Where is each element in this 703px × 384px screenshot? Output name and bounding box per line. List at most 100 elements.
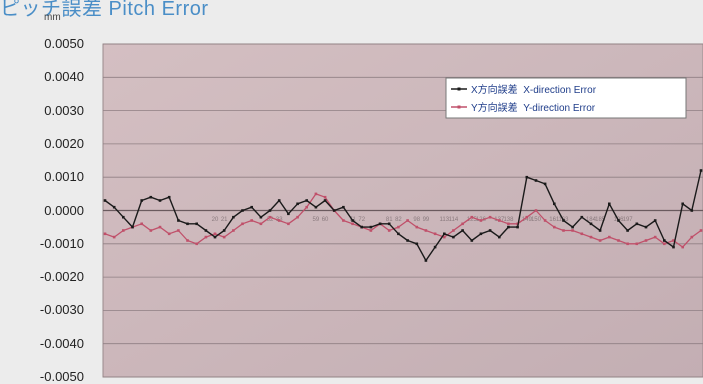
data-point [598, 229, 602, 232]
data-point [415, 225, 419, 229]
data-point [122, 229, 125, 232]
data-point [177, 219, 180, 222]
data-point [452, 229, 455, 232]
grid-lines [103, 43, 703, 378]
data-point [488, 229, 492, 232]
data-point [644, 239, 648, 242]
data-point [507, 225, 510, 229]
data-point [443, 232, 446, 236]
data-point [653, 235, 657, 239]
legend-label-x: X方向誤差 X-direction Error [471, 83, 597, 96]
data-point [213, 235, 217, 239]
data-point [158, 199, 162, 202]
data-point [415, 242, 419, 246]
point-annotation: 185 [595, 217, 606, 223]
data-point [644, 225, 648, 229]
data-point [268, 215, 272, 219]
y-tick-label: 0.0030 [44, 102, 84, 118]
data-point [424, 229, 428, 232]
data-point [681, 245, 684, 249]
data-point [287, 222, 290, 226]
point-annotation: 82 [395, 217, 402, 223]
data-point [470, 215, 474, 219]
data-point [360, 225, 363, 229]
data-point [571, 229, 574, 232]
data-point [443, 235, 446, 239]
data-point [598, 239, 602, 242]
data-point [232, 229, 235, 232]
data-point [672, 239, 675, 242]
data-point [397, 225, 400, 229]
data-point [250, 205, 253, 209]
data-point [332, 209, 336, 212]
data-point [626, 242, 629, 246]
data-point [406, 239, 409, 242]
data-point [323, 195, 327, 199]
y-tick-label: 0.0040 [44, 69, 84, 85]
point-annotation: 20 [212, 217, 219, 223]
data-point [387, 229, 391, 232]
point-annotation: 99 [423, 217, 430, 223]
data-point [534, 179, 538, 182]
data-point [204, 235, 208, 239]
data-point [562, 229, 565, 232]
data-point [259, 222, 263, 226]
y-tick-label: -0.0040 [39, 335, 84, 351]
data-point [342, 219, 345, 222]
data-point [488, 215, 492, 219]
chart-title: ピッチ誤差 Pitch Error [0, 0, 209, 20]
data-point [259, 215, 263, 219]
data-point [553, 225, 556, 229]
data-point [626, 229, 629, 232]
y-tick-label: -0.0010 [39, 235, 84, 251]
data-point [543, 182, 547, 186]
point-annotation: 138 [503, 217, 514, 223]
data-point [250, 219, 253, 222]
data-point [397, 232, 400, 236]
point-annotation: 125 [467, 217, 478, 223]
data-point [406, 219, 409, 222]
data-point [534, 209, 538, 212]
data-point [470, 239, 474, 242]
data-point [342, 205, 345, 209]
y-tick-label: 0.0020 [44, 135, 84, 151]
data-point [589, 235, 593, 239]
data-point [681, 202, 684, 206]
data-point [479, 232, 483, 236]
data-point [608, 235, 611, 239]
data-point [241, 209, 244, 212]
data-point [241, 222, 244, 226]
data-point [479, 219, 483, 222]
data-point [452, 235, 455, 239]
data-point [158, 225, 162, 229]
data-point [287, 212, 290, 216]
y-tick-label: -0.0030 [39, 302, 84, 318]
series-line-x [104, 170, 702, 262]
data-point [635, 242, 639, 246]
data-point [195, 222, 198, 226]
data-point [516, 225, 519, 229]
data-point [580, 232, 584, 236]
point-annotation: 197 [623, 217, 634, 223]
point-annotation: 72 [358, 217, 365, 223]
data-point [562, 219, 565, 222]
point-annotation: 150 [531, 217, 542, 223]
legend: X方向誤差 X-direction Error Y方向誤差 Y-directio… [445, 77, 687, 119]
data-point [213, 232, 217, 236]
data-point [222, 229, 226, 232]
data-point [268, 209, 272, 212]
series-lines [103, 169, 703, 262]
point-annotation: 113 [439, 217, 449, 223]
data-point [323, 199, 327, 202]
series-line-y [104, 193, 702, 248]
data-point [140, 222, 143, 226]
data-point [204, 229, 208, 232]
data-point [663, 242, 666, 246]
legend-marker-y [457, 105, 461, 109]
data-point [461, 229, 464, 232]
data-point [635, 222, 639, 226]
data-point [186, 222, 189, 226]
data-point [296, 202, 299, 206]
data-point [498, 235, 501, 239]
data-point [672, 245, 675, 249]
